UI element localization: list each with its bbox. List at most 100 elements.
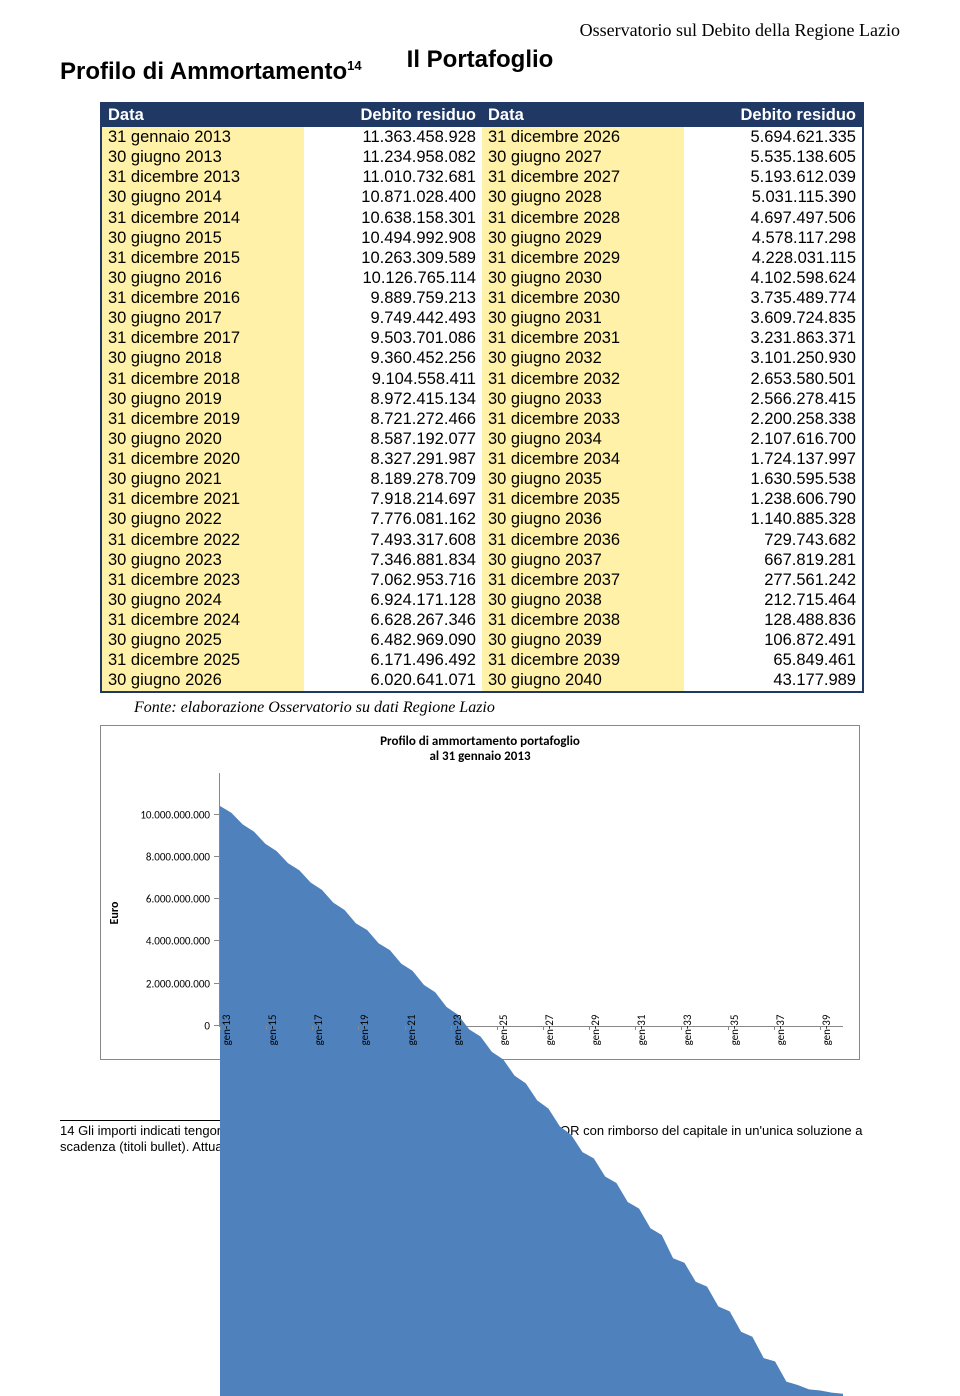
x-tick-label: gen-25 <box>497 1014 510 1045</box>
y-tick-label: 6.000.000.000 <box>146 893 210 906</box>
date-cell: 31 dicembre 2034 <box>482 449 684 469</box>
x-tick-label: gen-27 <box>543 1014 556 1045</box>
x-tick-label: gen-23 <box>451 1014 464 1045</box>
table-header: Debito residuo <box>304 104 482 127</box>
date-cell: 31 dicembre 2021 <box>102 489 304 509</box>
date-cell: 31 dicembre 2033 <box>482 409 684 429</box>
date-cell: 30 giugno 2037 <box>482 550 684 570</box>
value-cell: 9.749.442.493 <box>304 308 482 328</box>
value-cell: 2.653.580.501 <box>684 369 862 389</box>
date-cell: 31 dicembre 2019 <box>102 409 304 429</box>
date-cell: 30 giugno 2022 <box>102 509 304 529</box>
page-title-text: Profilo di Ammortamento <box>60 58 347 85</box>
table-row: 30 giugno 20266.020.641.07130 giugno 204… <box>102 670 862 690</box>
value-cell: 8.327.291.987 <box>304 449 482 469</box>
value-cell: 1.140.885.328 <box>684 509 862 529</box>
table-row: 30 giugno 201311.234.958.08230 giugno 20… <box>102 147 862 167</box>
date-cell: 30 giugno 2035 <box>482 469 684 489</box>
table-row: 30 giugno 20208.587.192.07730 giugno 203… <box>102 429 862 449</box>
value-cell: 7.493.317.608 <box>304 530 482 550</box>
date-cell: 31 dicembre 2016 <box>102 288 304 308</box>
chart-plot: 02.000.000.0004.000.000.0006.000.000.000… <box>219 773 843 1027</box>
table-row: 31 dicembre 201311.010.732.68131 dicembr… <box>102 167 862 187</box>
value-cell: 3.231.863.371 <box>684 328 862 348</box>
value-cell: 10.638.158.301 <box>304 208 482 228</box>
value-cell: 10.263.309.589 <box>304 248 482 268</box>
date-cell: 31 dicembre 2013 <box>102 167 304 187</box>
value-cell: 729.743.682 <box>684 530 862 550</box>
date-cell: 31 dicembre 2031 <box>482 328 684 348</box>
value-cell: 10.871.028.400 <box>304 187 482 207</box>
date-cell: 30 giugno 2036 <box>482 509 684 529</box>
value-cell: 8.721.272.466 <box>304 409 482 429</box>
value-cell: 5.193.612.039 <box>684 167 862 187</box>
table-header: Data <box>482 104 684 127</box>
date-cell: 30 giugno 2019 <box>102 389 304 409</box>
table-row: 30 giugno 20237.346.881.83430 giugno 203… <box>102 550 862 570</box>
table-row: 30 giugno 20189.360.452.25630 giugno 203… <box>102 348 862 368</box>
value-cell: 1.630.595.538 <box>684 469 862 489</box>
chart-title: Profilo di ammortamento portafoglio al 3… <box>111 734 849 765</box>
table-row: 30 giugno 20218.189.278.70930 giugno 203… <box>102 469 862 489</box>
date-cell: 31 dicembre 2037 <box>482 570 684 590</box>
date-cell: 31 dicembre 2015 <box>102 248 304 268</box>
date-cell: 31 dicembre 2035 <box>482 489 684 509</box>
table-row: 31 gennaio 201311.363.458.92831 dicembre… <box>102 127 862 147</box>
amortization-table: DataDebito residuoDataDebito residuo 31 … <box>100 102 864 693</box>
x-tick-label: gen-35 <box>728 1014 741 1045</box>
chart-frame: Profilo di ammortamento portafoglio al 3… <box>100 725 860 1060</box>
value-cell: 8.189.278.709 <box>304 469 482 489</box>
value-cell: 4.102.598.624 <box>684 268 862 288</box>
x-tick-label: gen-17 <box>312 1014 325 1045</box>
table-header: Debito residuo <box>684 104 862 127</box>
date-cell: 30 giugno 2038 <box>482 590 684 610</box>
table-row: 31 dicembre 20198.721.272.46631 dicembre… <box>102 409 862 429</box>
date-cell: 31 dicembre 2039 <box>482 650 684 670</box>
value-cell: 11.010.732.681 <box>304 167 482 187</box>
value-cell: 9.503.701.086 <box>304 328 482 348</box>
y-tick <box>214 940 220 941</box>
value-cell: 667.819.281 <box>684 550 862 570</box>
date-cell: 30 giugno 2029 <box>482 228 684 248</box>
value-cell: 5.031.115.390 <box>684 187 862 207</box>
x-tick-label: gen-21 <box>405 1014 418 1045</box>
value-cell: 5.694.621.335 <box>684 127 862 147</box>
header-right: Osservatorio sul Debito della Regione La… <box>580 20 900 41</box>
y-tick <box>214 856 220 857</box>
date-cell: 31 dicembre 2030 <box>482 288 684 308</box>
x-tick-label: gen-19 <box>358 1014 371 1045</box>
date-cell: 31 dicembre 2029 <box>482 248 684 268</box>
value-cell: 4.578.117.298 <box>684 228 862 248</box>
date-cell: 31 dicembre 2032 <box>482 369 684 389</box>
value-cell: 6.628.267.346 <box>304 610 482 630</box>
table-row: 30 giugno 20227.776.081.16230 giugno 203… <box>102 509 862 529</box>
value-cell: 2.107.616.700 <box>684 429 862 449</box>
value-cell: 43.177.989 <box>684 670 862 690</box>
y-tick <box>214 814 220 815</box>
table-row: 30 giugno 201410.871.028.40030 giugno 20… <box>102 187 862 207</box>
date-cell: 30 giugno 2016 <box>102 268 304 288</box>
date-cell: 30 giugno 2025 <box>102 630 304 650</box>
area-polygon <box>220 806 843 1396</box>
date-cell: 31 gennaio 2013 <box>102 127 304 147</box>
table-row: 31 dicembre 20246.628.267.34631 dicembre… <box>102 610 862 630</box>
value-cell: 6.924.171.128 <box>304 590 482 610</box>
x-tick-label: gen-31 <box>635 1014 648 1045</box>
table-row: 31 dicembre 20256.171.496.49231 dicembre… <box>102 650 862 670</box>
date-cell: 31 dicembre 2014 <box>102 208 304 228</box>
date-cell: 30 giugno 2028 <box>482 187 684 207</box>
date-cell: 30 giugno 2026 <box>102 670 304 690</box>
value-cell: 106.872.491 <box>684 630 862 650</box>
value-cell: 277.561.242 <box>684 570 862 590</box>
value-cell: 10.494.992.908 <box>304 228 482 248</box>
date-cell: 30 giugno 2031 <box>482 308 684 328</box>
date-cell: 30 giugno 2018 <box>102 348 304 368</box>
x-tick-label: gen-39 <box>820 1014 833 1045</box>
table-row: 30 giugno 20198.972.415.13430 giugno 203… <box>102 389 862 409</box>
date-cell: 30 giugno 2023 <box>102 550 304 570</box>
table-row: 30 giugno 20246.924.171.12830 giugno 203… <box>102 590 862 610</box>
value-cell: 11.234.958.082 <box>304 147 482 167</box>
table-row: 31 dicembre 201410.638.158.30131 dicembr… <box>102 208 862 228</box>
value-cell: 2.566.278.415 <box>684 389 862 409</box>
date-cell: 30 giugno 2021 <box>102 469 304 489</box>
